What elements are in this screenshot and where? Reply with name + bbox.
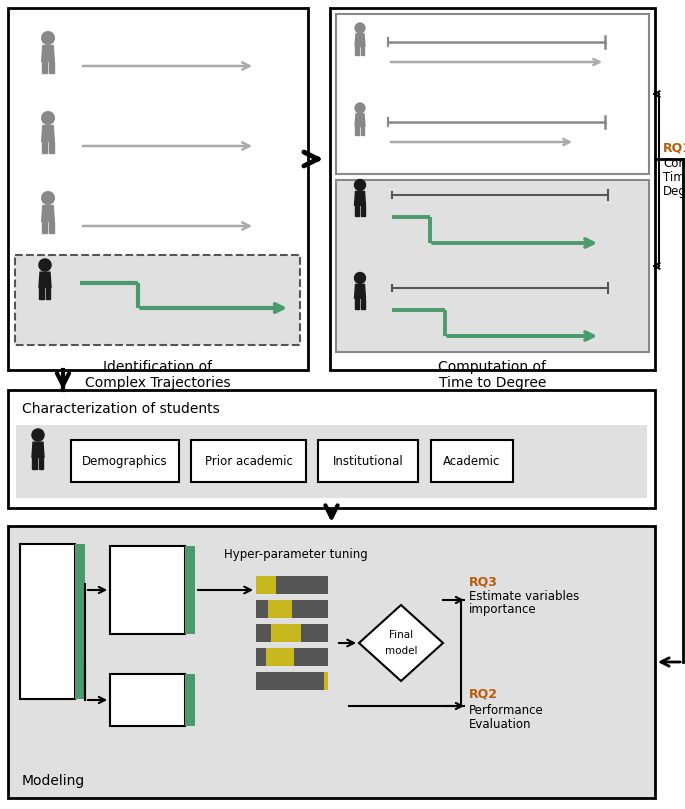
- Text: Computation of: Computation of: [438, 360, 547, 374]
- Polygon shape: [355, 192, 366, 205]
- FancyBboxPatch shape: [8, 390, 655, 508]
- FancyBboxPatch shape: [20, 544, 75, 699]
- Circle shape: [355, 23, 365, 33]
- Text: RQ3: RQ3: [469, 575, 498, 588]
- Polygon shape: [355, 299, 359, 308]
- Text: Time to: Time to: [663, 171, 685, 184]
- FancyBboxPatch shape: [324, 672, 328, 690]
- Text: Evaluation: Evaluation: [469, 718, 532, 731]
- FancyBboxPatch shape: [268, 600, 292, 618]
- Circle shape: [355, 273, 366, 283]
- Circle shape: [39, 259, 51, 271]
- Circle shape: [355, 103, 365, 113]
- FancyBboxPatch shape: [271, 624, 301, 642]
- Polygon shape: [46, 287, 51, 299]
- FancyBboxPatch shape: [256, 600, 268, 618]
- Polygon shape: [49, 222, 53, 233]
- FancyBboxPatch shape: [110, 674, 185, 726]
- Polygon shape: [356, 126, 359, 135]
- FancyBboxPatch shape: [71, 440, 179, 482]
- FancyBboxPatch shape: [185, 674, 195, 726]
- Circle shape: [42, 32, 54, 44]
- Text: Identification of: Identification of: [103, 360, 212, 374]
- Polygon shape: [42, 61, 47, 73]
- Circle shape: [355, 180, 366, 190]
- FancyBboxPatch shape: [256, 648, 266, 666]
- FancyBboxPatch shape: [294, 648, 328, 666]
- FancyBboxPatch shape: [110, 546, 185, 634]
- Text: Institutional: Institutional: [333, 455, 403, 468]
- Polygon shape: [42, 45, 54, 61]
- FancyBboxPatch shape: [276, 576, 328, 594]
- Polygon shape: [361, 46, 364, 56]
- FancyBboxPatch shape: [185, 546, 195, 634]
- Polygon shape: [42, 205, 54, 222]
- FancyBboxPatch shape: [266, 648, 294, 666]
- FancyBboxPatch shape: [292, 600, 328, 618]
- Text: RQ1: RQ1: [663, 142, 685, 155]
- FancyBboxPatch shape: [431, 440, 513, 482]
- FancyBboxPatch shape: [191, 440, 306, 482]
- Text: Demographics: Demographics: [82, 455, 168, 468]
- Text: Performance: Performance: [469, 704, 544, 717]
- FancyBboxPatch shape: [301, 624, 328, 642]
- FancyBboxPatch shape: [330, 8, 655, 370]
- Polygon shape: [359, 605, 443, 681]
- FancyBboxPatch shape: [75, 544, 85, 699]
- Polygon shape: [356, 46, 359, 56]
- Polygon shape: [49, 142, 53, 153]
- FancyBboxPatch shape: [336, 180, 649, 352]
- FancyBboxPatch shape: [15, 255, 300, 345]
- Polygon shape: [39, 458, 44, 468]
- FancyBboxPatch shape: [256, 672, 324, 690]
- Text: Degree: Degree: [663, 184, 685, 197]
- Circle shape: [32, 429, 44, 441]
- Circle shape: [42, 192, 54, 205]
- Polygon shape: [49, 61, 53, 73]
- Polygon shape: [361, 299, 365, 308]
- FancyBboxPatch shape: [16, 425, 647, 498]
- Text: Estimate variables: Estimate variables: [469, 590, 580, 603]
- Text: Compare: Compare: [663, 156, 685, 170]
- Polygon shape: [39, 272, 51, 287]
- Text: Modeling: Modeling: [22, 774, 85, 788]
- Polygon shape: [42, 142, 47, 153]
- Text: Final: Final: [389, 630, 413, 640]
- FancyBboxPatch shape: [8, 526, 655, 798]
- Text: Hyper-parameter tuning: Hyper-parameter tuning: [224, 548, 368, 561]
- Polygon shape: [32, 458, 37, 468]
- Text: importance: importance: [469, 604, 536, 616]
- Polygon shape: [361, 126, 364, 135]
- FancyBboxPatch shape: [336, 14, 649, 174]
- Text: Academic: Academic: [443, 455, 501, 468]
- Polygon shape: [42, 125, 54, 142]
- Polygon shape: [361, 205, 365, 215]
- Polygon shape: [32, 443, 44, 458]
- Text: Characterization of students: Characterization of students: [22, 402, 220, 416]
- FancyBboxPatch shape: [256, 624, 271, 642]
- FancyBboxPatch shape: [256, 576, 276, 594]
- Text: model: model: [385, 646, 417, 656]
- Polygon shape: [40, 287, 44, 299]
- Polygon shape: [355, 205, 359, 215]
- Polygon shape: [355, 285, 366, 299]
- Text: RQ2: RQ2: [469, 688, 498, 701]
- FancyBboxPatch shape: [318, 440, 418, 482]
- Polygon shape: [42, 222, 47, 233]
- Text: Complex Trajectories: Complex Trajectories: [85, 376, 231, 390]
- Text: Time to Degree: Time to Degree: [439, 376, 546, 390]
- Circle shape: [42, 112, 54, 125]
- Polygon shape: [355, 114, 365, 126]
- FancyBboxPatch shape: [8, 8, 308, 370]
- Polygon shape: [355, 34, 365, 46]
- Text: Prior academic: Prior academic: [205, 455, 292, 468]
